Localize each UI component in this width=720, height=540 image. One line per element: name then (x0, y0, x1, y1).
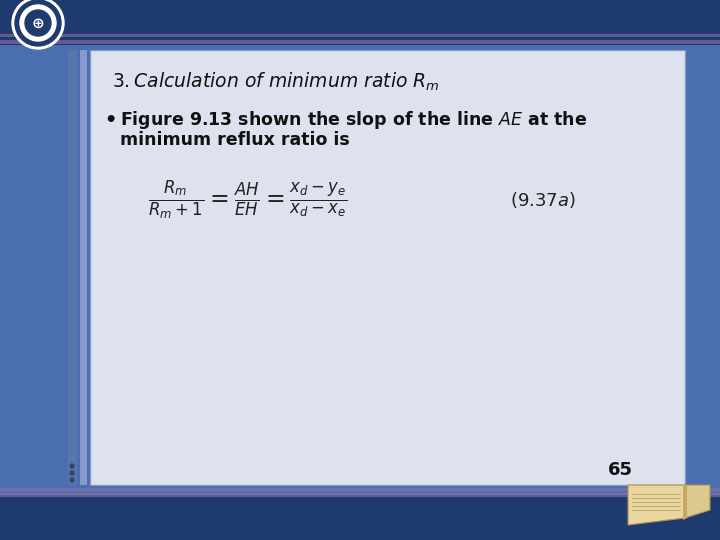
Circle shape (70, 478, 74, 482)
Text: $\frac{R_m}{R_m+1} = \frac{AH}{EH} = \frac{x_d - y_e}{x_d - x_e}$: $\frac{R_m}{R_m+1} = \frac{AH}{EH} = \fr… (148, 178, 347, 221)
FancyBboxPatch shape (90, 50, 685, 485)
FancyBboxPatch shape (0, 488, 720, 491)
Polygon shape (685, 485, 710, 518)
Circle shape (25, 10, 51, 36)
Circle shape (15, 0, 61, 46)
Polygon shape (683, 485, 687, 520)
Circle shape (70, 464, 74, 468)
Text: $(9.37a)$: $(9.37a)$ (510, 190, 575, 210)
FancyBboxPatch shape (0, 0, 720, 45)
Circle shape (70, 471, 74, 475)
FancyBboxPatch shape (68, 50, 77, 485)
FancyBboxPatch shape (0, 493, 720, 497)
Text: ⊕: ⊕ (32, 16, 45, 30)
FancyBboxPatch shape (0, 34, 720, 37)
Circle shape (20, 5, 56, 41)
FancyBboxPatch shape (80, 50, 87, 485)
Polygon shape (628, 485, 685, 525)
Text: 65: 65 (608, 461, 632, 479)
Circle shape (12, 0, 64, 49)
Text: minimum reflux ratio is: minimum reflux ratio is (120, 131, 350, 149)
Text: •: • (104, 111, 117, 130)
Text: Figure 9.13 shown the slop of the line $\mathbf{\mathit{AE}}$ at the: Figure 9.13 shown the slop of the line $… (120, 109, 587, 131)
FancyBboxPatch shape (0, 495, 720, 540)
FancyBboxPatch shape (0, 40, 720, 44)
Text: $\mathit{3. Calculation\ of\ minimum\ ratio\ R_m}$: $\mathit{3. Calculation\ of\ minimum\ ra… (112, 71, 440, 93)
